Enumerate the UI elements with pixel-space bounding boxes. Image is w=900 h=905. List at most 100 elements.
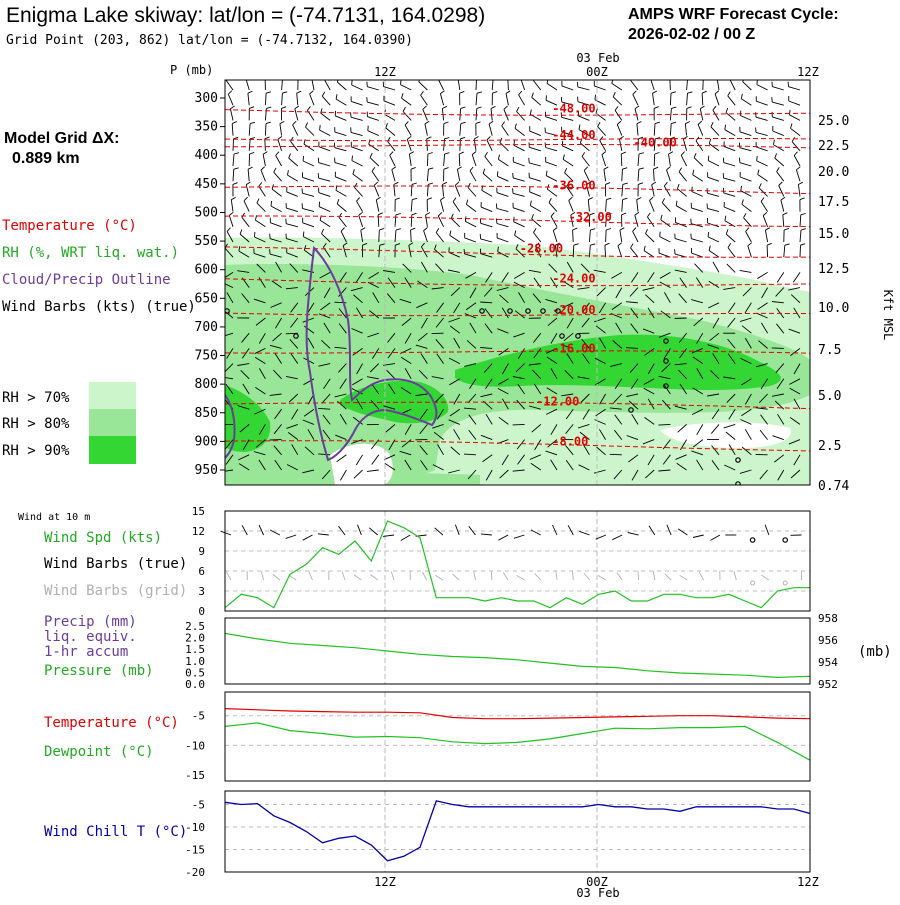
wind-barb-flag (588, 198, 593, 200)
wind-barb (304, 144, 314, 151)
wind-barb-flag (677, 184, 679, 189)
wind-barb-flag (402, 93, 404, 98)
wind-barb (270, 223, 281, 227)
wind-barb-flag (259, 182, 262, 186)
wind-barb (669, 154, 671, 166)
wind-barb (784, 245, 785, 257)
legend-pressure: Pressure (mb) (44, 663, 154, 679)
wind-barb-flag (515, 124, 516, 129)
wind-barb (263, 154, 265, 166)
wind-barb (709, 144, 719, 151)
wind-barb (459, 154, 460, 166)
wind-barb (692, 192, 703, 197)
pressure-tick-label: 900 (195, 434, 218, 449)
temperature-tick: -15 (185, 769, 205, 782)
wind-barb (487, 140, 492, 151)
wind-barb (691, 239, 703, 242)
wind-barb-flag (297, 91, 302, 93)
forecast-cycle-label: AMPS WRF Forecast Cycle: (628, 6, 839, 23)
wind-barb (319, 193, 330, 197)
temperature-contour-label: -44.00 (552, 128, 595, 142)
wind-barb (255, 220, 265, 227)
wind-barb (289, 158, 298, 166)
height-tick-label: 10.0 (818, 301, 849, 316)
wind-barb-flag (631, 244, 634, 248)
wind-barb-flag (726, 108, 728, 113)
wind-barb-flag (767, 243, 772, 245)
wind-barb-flag (502, 122, 505, 126)
temperature-contour-label: -16.00 (552, 342, 595, 356)
wind-barb-flag (306, 123, 308, 128)
wind-barb-flag (791, 124, 793, 129)
wind-barb-flag (428, 168, 433, 169)
wind-barb (621, 154, 622, 166)
wind-barb-flag (623, 198, 628, 199)
wind-barb (287, 192, 298, 197)
wind-barb-flag (376, 197, 380, 200)
wind-speed-tick: 6 (198, 565, 205, 578)
wind-barb (335, 177, 346, 181)
wind-barb (606, 230, 607, 242)
wind-barb-true (318, 534, 329, 535)
pressure-tick: 958 (818, 612, 838, 625)
wind-barb-flag (638, 183, 643, 185)
wind-barb-flag (521, 76, 525, 79)
wind-barb-flag (320, 125, 321, 130)
wind-chill-panel: Wind Chill T (°C) -5-10-15-20 (44, 791, 810, 879)
wind-speed-tick: 3 (198, 585, 205, 598)
wind-barb-true (303, 535, 313, 540)
wind-barb-flag (355, 183, 357, 187)
wind-barb (589, 230, 590, 242)
wind-barb (637, 124, 638, 136)
wind-barb-flag (551, 213, 554, 217)
wind-barb (667, 170, 671, 181)
wind-barb-flag (669, 152, 673, 154)
wind-barb-flag (798, 182, 802, 184)
wind-barb (631, 248, 639, 257)
wind-barb (322, 96, 330, 105)
wind-barb-flag (248, 91, 253, 93)
wind-barb-flag (623, 183, 628, 184)
wind-barb (694, 158, 703, 166)
wind-barb-flag (687, 107, 692, 109)
wind-barb (357, 201, 363, 211)
legend-rh: RH (%, WRT liq. wat.) (2, 245, 179, 261)
wind-barb (652, 185, 655, 197)
wind-barb-flag (372, 167, 375, 171)
height-axis-label: Kft MSL (881, 290, 895, 341)
wind-barb-true (259, 525, 264, 535)
wind-barb (685, 124, 686, 136)
dewpoint-line (225, 723, 810, 760)
wind-barb-flag (234, 168, 239, 169)
wind-barb-grid (680, 575, 688, 580)
wind-barb (793, 272, 800, 282)
wind-barb (321, 113, 331, 120)
wind-barb-flag (708, 156, 709, 161)
wind-barb (647, 217, 654, 227)
wind-barb-flag (370, 153, 372, 158)
wind-barb (411, 200, 412, 212)
wind-barb-flag (709, 246, 710, 251)
wind-barb (466, 204, 476, 211)
wind-barb (351, 117, 363, 120)
wind-barb-flag (476, 122, 481, 124)
wind-barb-flag (425, 121, 429, 124)
wind-barb-flag (725, 216, 726, 221)
wind-barb (470, 171, 476, 181)
wind-barb-true (286, 535, 297, 538)
wind-barb-flag (794, 152, 797, 156)
wind-barb-flag (460, 91, 465, 93)
wind-barb (438, 79, 443, 90)
wind-barb-flag (282, 92, 287, 93)
wind-barb-flag (618, 243, 622, 246)
wind-barb (777, 172, 784, 182)
wind-barb-true (221, 531, 231, 535)
wind-barb (777, 272, 784, 282)
wind-barb-flag (775, 153, 777, 158)
wind-barb-flag (246, 76, 250, 79)
wind-barb-flag (419, 77, 421, 82)
legend-rh80: RH > 80% (2, 416, 70, 432)
wind-barb (691, 208, 702, 212)
wind-barb (562, 146, 573, 151)
wind-barb-flag (228, 91, 232, 95)
